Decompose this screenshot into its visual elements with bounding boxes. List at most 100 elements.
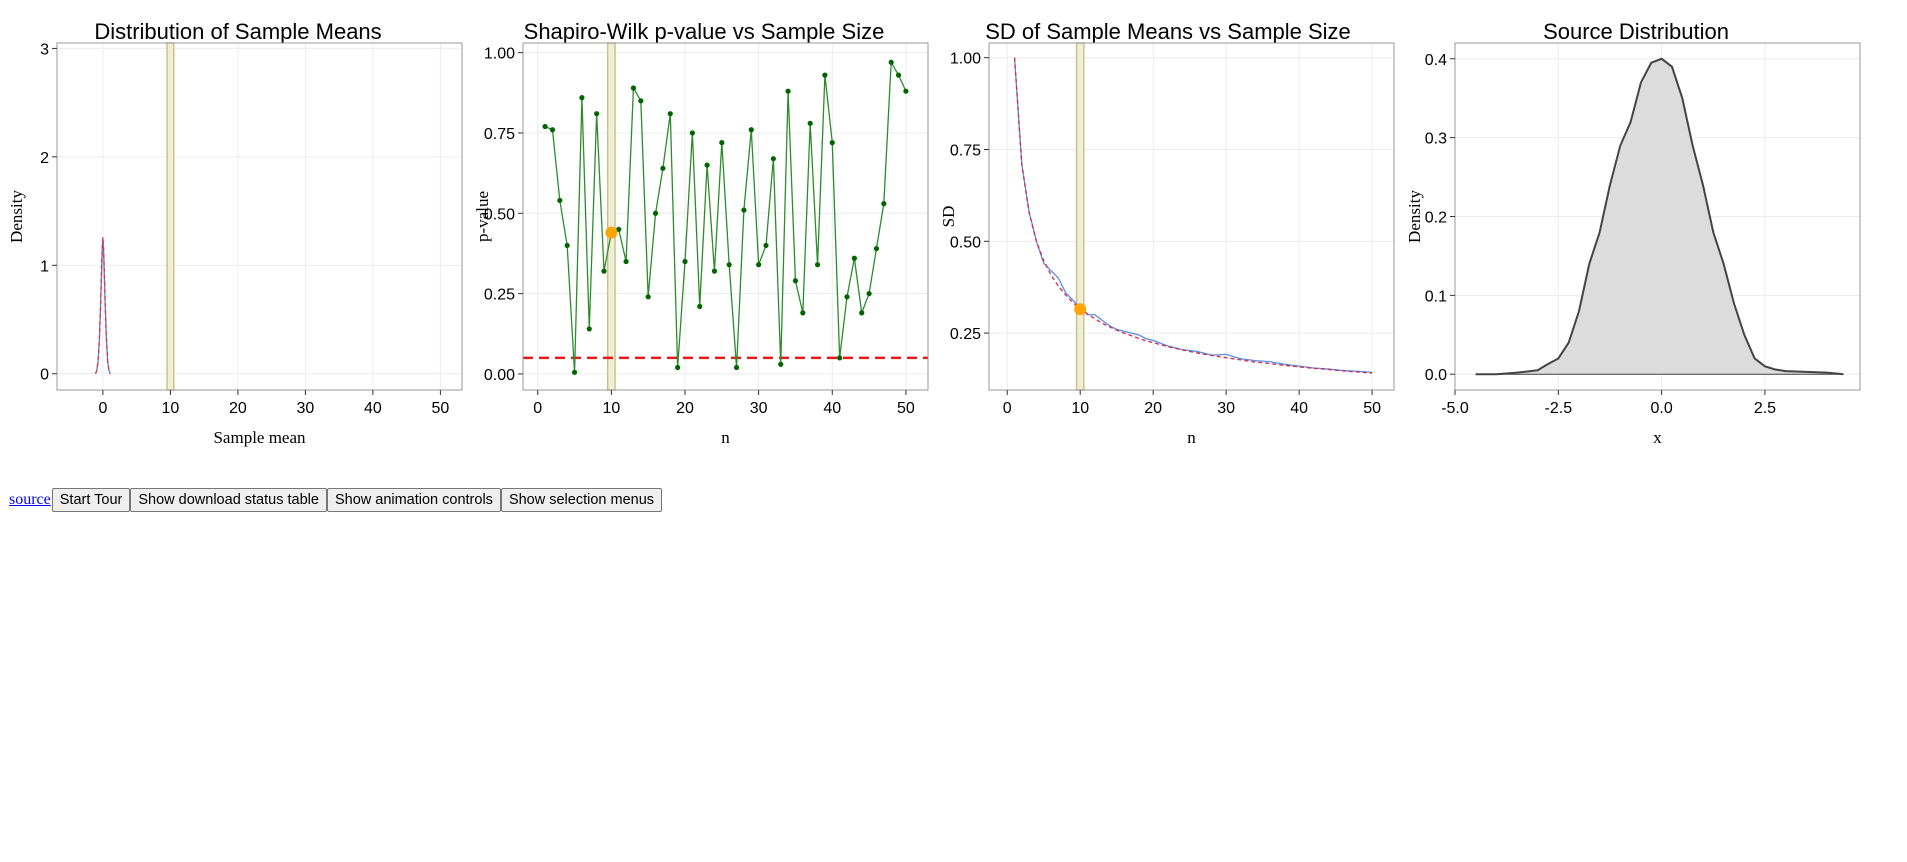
x-tick-label: 0 — [1003, 400, 1012, 417]
pvalue-point — [616, 226, 622, 232]
sample-means-density-svg: Distribution of Sample Means 0 10 20 30 40 50 0… — [7, 19, 463, 447]
chart-title: SD of Sample Means vs Sample Size — [985, 19, 1351, 44]
source-density-area — [1475, 58, 1844, 375]
selection-band — [1075, 42, 1085, 391]
y-tick-label: 1.00 — [484, 46, 515, 63]
x-axis-label: n — [1187, 428, 1196, 447]
y-tick-label: 1 — [40, 258, 49, 275]
y-axis-label: SD — [939, 206, 958, 228]
x-tick-label: 10 — [162, 400, 180, 417]
empirical-line — [1013, 57, 1373, 374]
x-tick-label: 0 — [98, 400, 107, 417]
x-tick-label: 40 — [1290, 400, 1308, 417]
pvalue-point — [873, 246, 880, 252]
pvalue-point — [903, 88, 909, 94]
sample-means-density-chart: Distribution of Sample Means 0 10 20 30 40 50 0… — [0, 0, 466, 470]
x-tick-label: 10 — [602, 400, 620, 417]
pvalue-point — [704, 162, 710, 168]
pvalue-point — [675, 364, 681, 371]
pvalue-point — [652, 210, 659, 216]
y-tick-label: 0.25 — [484, 287, 515, 304]
pvalue-point — [667, 111, 673, 117]
x-tick-label: 50 — [1363, 400, 1381, 417]
pvalue-point — [630, 85, 637, 91]
pvalue-point — [807, 120, 813, 126]
x-tick-label: 30 — [750, 400, 768, 417]
x-tick-label: 40 — [823, 400, 841, 417]
pvalue-point — [822, 72, 828, 78]
show-animation-controls-button[interactable]: Show animation controls — [326, 488, 501, 512]
plot-area — [523, 43, 928, 390]
pvalue-point — [837, 355, 843, 361]
plots-row: Distribution of Sample Means 0 10 20 30 40 50 0… — [0, 0, 1864, 470]
y-tick-label: 2 — [40, 150, 49, 167]
pvalue-point — [881, 201, 887, 207]
x-tick-label: 50 — [897, 400, 915, 417]
pvalue-point — [829, 140, 835, 146]
selection-band — [166, 42, 175, 391]
selection-band — [606, 42, 616, 391]
chart-title: Distribution of Sample Means — [94, 19, 381, 44]
pvalue-point — [542, 123, 548, 130]
y-tick-label: 0.4 — [1425, 52, 1447, 69]
pvalue-point — [579, 95, 585, 101]
pvalue-point — [792, 278, 799, 284]
x-tick-label: 20 — [229, 400, 247, 417]
selected-point — [1074, 303, 1087, 316]
pvalue-point — [800, 310, 806, 316]
pvalue-line — [544, 60, 907, 373]
plot-border — [988, 42, 1395, 391]
pvalue-point — [564, 242, 570, 249]
x-tick-label: 50 — [432, 400, 450, 417]
source-link[interactable]: source — [9, 491, 51, 508]
start-tour-button[interactable]: Start Tour — [51, 488, 131, 512]
pvalue-point — [682, 258, 688, 265]
pvalue-point — [785, 88, 791, 94]
pvalue-point — [726, 262, 732, 268]
x-axis-label: Sample mean — [213, 428, 306, 447]
x-tick-label: 30 — [1217, 400, 1235, 417]
y-tick-label: 0.50 — [950, 234, 981, 251]
y-tick-label: 0.75 — [950, 142, 981, 159]
pvalue-point — [844, 294, 850, 300]
x-tick-label: 2.5 — [1754, 400, 1776, 417]
y-tick-label: 0.1 — [1425, 288, 1447, 305]
y-tick-label: 3 — [40, 41, 49, 58]
pvalue-point — [895, 72, 902, 78]
y-tick-label: 0.75 — [484, 126, 515, 143]
x-tick-label: -5.0 — [1441, 400, 1469, 417]
y-tick-label: 0.25 — [950, 326, 981, 343]
pvalue-point — [645, 294, 651, 300]
y-axis-label: Density — [7, 190, 26, 243]
source-density-line — [1475, 57, 1844, 376]
x-tick-label: 0 — [533, 400, 542, 417]
x-axis-label: n — [721, 428, 730, 447]
y-tick-label: 0.50 — [484, 206, 515, 223]
control-bar: source Start Tour Show download status t… — [9, 488, 663, 512]
pvalue-point — [770, 156, 776, 162]
pvalue-point — [711, 268, 718, 274]
pvalue-point — [660, 165, 666, 171]
theoretical-line — [1013, 57, 1373, 374]
show-selection-menus-button[interactable]: Show selection menus — [500, 488, 663, 512]
pvalue-point — [814, 262, 821, 268]
pvalue-point — [638, 98, 644, 104]
plot-area — [989, 43, 1394, 390]
pvalue-point — [594, 111, 600, 117]
chart-title: Shapiro-Wilk p-value vs Sample Size — [524, 19, 885, 44]
source-distribution-chart: Source Distribution -5.0 -2.5 0.0 2.5 0.0 0.1 0… — [1398, 0, 1864, 470]
pvalue-point — [859, 310, 865, 316]
show-download-status-button[interactable]: Show download status table — [130, 488, 327, 512]
x-tick-label: 0.0 — [1651, 400, 1673, 417]
pvalue-point — [756, 262, 762, 268]
x-axis-label: x — [1653, 428, 1662, 447]
pvalue-point — [719, 140, 725, 146]
y-tick-label: 0.0 — [1425, 367, 1447, 384]
pvalue-point — [778, 361, 784, 367]
y-axis-label: Density — [1405, 190, 1424, 243]
pvalue-point — [763, 242, 769, 249]
x-tick-label: 10 — [1071, 400, 1089, 417]
x-tick-label: 20 — [1144, 400, 1162, 417]
y-tick-label: 0.00 — [484, 367, 515, 384]
y-tick-label: 1.00 — [950, 51, 981, 68]
